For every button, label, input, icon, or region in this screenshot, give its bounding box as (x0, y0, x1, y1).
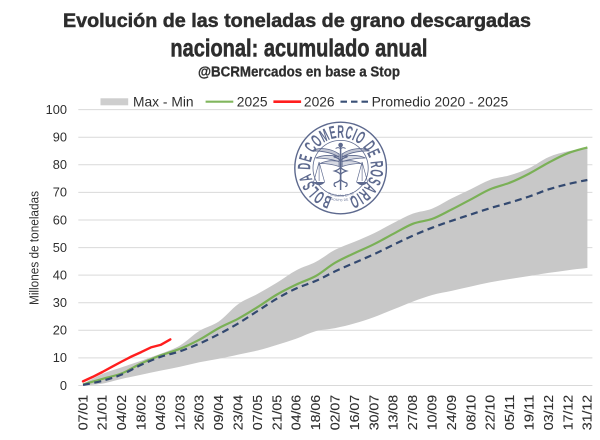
svg-text:26/03: 26/03 (192, 395, 207, 431)
svg-text:08/10: 08/10 (463, 395, 478, 431)
svg-text:18/02: 18/02 (134, 395, 149, 431)
svg-text:10: 10 (53, 350, 67, 365)
svg-text:R: R (337, 123, 344, 143)
svg-text:20: 20 (53, 323, 67, 338)
svg-text:100: 100 (46, 102, 67, 117)
svg-text:12/03: 12/03 (172, 395, 187, 431)
svg-text:04/02: 04/02 (114, 395, 129, 431)
svg-text:60: 60 (53, 212, 67, 227)
svg-text:03/12: 03/12 (541, 395, 556, 431)
svg-text:18/06: 18/06 (308, 395, 323, 431)
svg-text:0: 0 (60, 378, 67, 393)
svg-text:24/09: 24/09 (444, 395, 459, 431)
svg-text:19/11: 19/11 (522, 395, 537, 431)
svg-text:O: O (365, 168, 386, 178)
svg-text:27/08: 27/08 (405, 395, 420, 431)
svg-text:22/10: 22/10 (483, 395, 498, 431)
svg-text:I: I (349, 126, 359, 145)
svg-text:04/06: 04/06 (289, 395, 304, 431)
svg-text:Promedio 2020 - 2025: Promedio 2020 - 2025 (372, 95, 509, 110)
svg-text:@BCRMercados en base a Stop: @BCRMercados en base a Stop (198, 65, 400, 81)
svg-text:Evolución de las toneladas de: Evolución de las toneladas de grano desc… (63, 11, 531, 32)
svg-text:10/09: 10/09 (425, 395, 440, 431)
svg-text:05/11: 05/11 (502, 395, 517, 431)
svg-text:C: C (343, 123, 354, 144)
svg-text:30: 30 (53, 295, 67, 310)
svg-text:21/01: 21/01 (95, 395, 110, 431)
svg-text:17/12: 17/12 (560, 395, 575, 431)
svg-text:07/01: 07/01 (75, 395, 90, 431)
svg-text:Millones de toneladas: Millones de toneladas (27, 191, 42, 305)
svg-text:nacional: acumulado anual: nacional: acumulado anual (170, 35, 427, 63)
svg-text:70: 70 (53, 185, 67, 200)
svg-text:13/08: 13/08 (386, 395, 401, 431)
svg-text:23/04: 23/04 (231, 395, 246, 431)
svg-text:90: 90 (53, 130, 67, 145)
svg-text:50: 50 (53, 240, 67, 255)
svg-text:40: 40 (53, 267, 67, 282)
svg-text:E: E (296, 153, 317, 164)
svg-text:2026: 2026 (304, 95, 335, 110)
svg-text:02/07: 02/07 (328, 395, 343, 431)
svg-text:R: R (365, 160, 386, 169)
svg-text:31/12: 31/12 (580, 395, 595, 431)
svg-text:30/07: 30/07 (366, 395, 381, 431)
svg-text:80: 80 (53, 157, 67, 172)
svg-text:09/04: 09/04 (211, 395, 226, 431)
svg-text:16/07: 16/07 (347, 395, 362, 431)
svg-text:04/03: 04/03 (153, 395, 168, 431)
svg-text:07/05: 07/05 (250, 395, 265, 431)
svg-text:D: D (295, 162, 315, 170)
svg-text:21/05: 21/05 (269, 395, 284, 431)
svg-text:Max - Min: Max - Min (133, 95, 194, 110)
svg-text:2025: 2025 (237, 95, 268, 110)
svg-text:E: E (327, 123, 338, 144)
